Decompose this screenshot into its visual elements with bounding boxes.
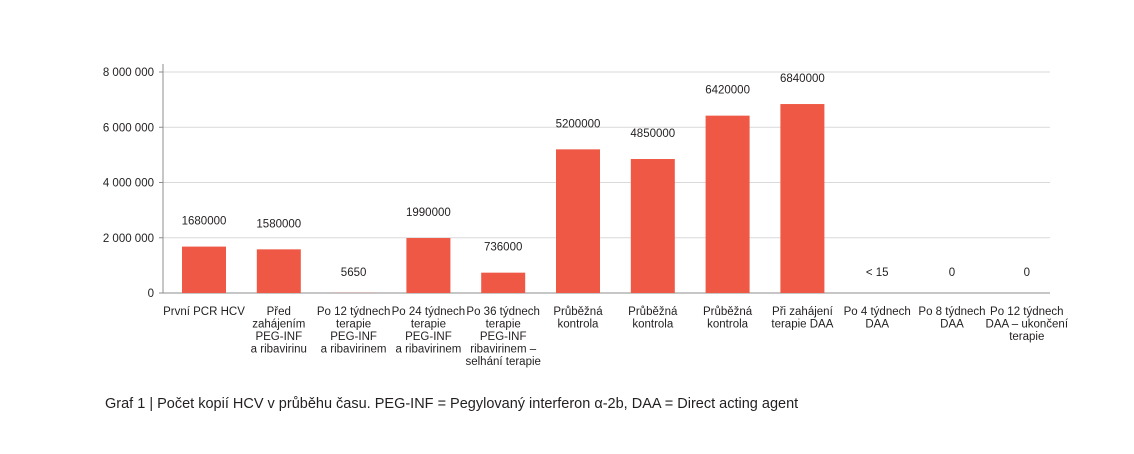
gridlines xyxy=(163,71,1050,239)
data-label: 1580000 xyxy=(256,218,301,230)
x-axis-labels: První PCR HCV Před zahájením PEG-INF a ribav… xyxy=(163,306,1069,368)
data-label: < 15 xyxy=(866,267,889,279)
x-tick-label: Po 4 týdnech DAA xyxy=(844,306,911,331)
y-tick-label: 2 000 000 xyxy=(103,233,154,245)
y-tick-label: 6 000 000 xyxy=(103,122,154,134)
bar xyxy=(256,249,301,293)
x-tick-label: Průběžná kontrola xyxy=(703,306,753,331)
data-label: 0 xyxy=(1024,267,1030,279)
data-label: 6420000 xyxy=(705,85,750,97)
x-tick-label: První PCR HCV xyxy=(163,306,245,318)
y-tick-label: 8 000 000 xyxy=(103,67,154,79)
data-label: 0 xyxy=(949,267,955,279)
bars xyxy=(182,104,900,294)
data-labels: 1680000 1580000 5650 1990000 736000 5200000 48… xyxy=(182,73,1030,279)
bar xyxy=(481,272,526,293)
x-tick-label: Průběžná kontrola xyxy=(553,306,603,331)
bar xyxy=(406,238,451,293)
y-tick-label: 0 xyxy=(148,288,154,300)
bar xyxy=(705,115,750,294)
data-label: 1680000 xyxy=(182,216,227,228)
x-tick-label: Po 24 týdnech terapie PEG-INF a ribavirinem xyxy=(392,306,466,356)
data-label: 1990000 xyxy=(406,207,451,219)
bar xyxy=(182,246,226,293)
x-tick-label: Před zahájením PEG-INF a ribavirinu xyxy=(251,306,307,356)
data-label: 6840000 xyxy=(780,73,825,85)
bar xyxy=(780,104,825,293)
bar xyxy=(556,149,600,293)
data-label: 4850000 xyxy=(630,128,675,140)
x-tick-label: Po 8 týdnech DAA xyxy=(918,306,985,331)
y-axis: 0 2 000 000 4 000 000 6 000 000 8 000 000 xyxy=(103,64,1050,300)
x-tick-label: Při zahájení terapie DAA xyxy=(771,306,833,331)
figure-caption: Graf 1 | Počet kopií HCV v průběhu času.… xyxy=(105,396,799,412)
x-tick-label: Průběžná kontrola xyxy=(628,306,678,331)
bar xyxy=(630,159,675,293)
y-tick-label: 4 000 000 xyxy=(103,178,154,190)
x-tick-label: Po 36 týdnech terapie PEG-INF ribavirinem –… xyxy=(465,306,540,368)
x-tick-label: Po 12 týdnech DAA – ukončení terapie xyxy=(986,306,1069,343)
data-label: 736000 xyxy=(484,242,522,254)
data-label: 5200000 xyxy=(556,118,601,130)
x-tick-label: Po 12 týdnech terapie PEG-INF a ribavirinem xyxy=(317,306,391,356)
data-label: 5650 xyxy=(341,267,367,279)
